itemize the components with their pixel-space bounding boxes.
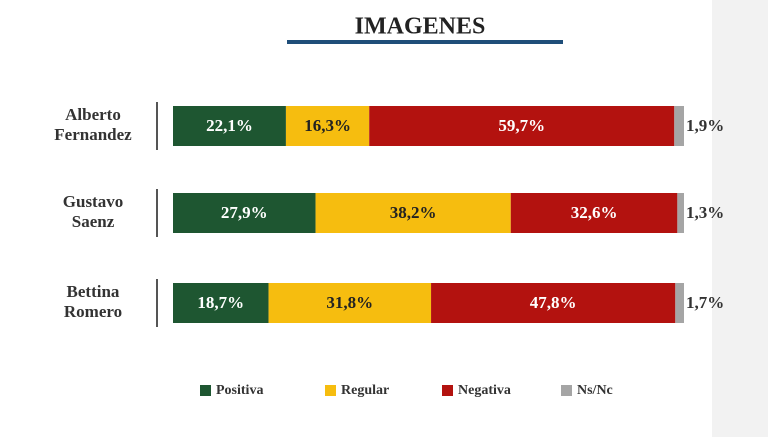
bar-segment [431, 283, 676, 323]
value-label: 1,3% [686, 203, 724, 222]
value-label: 59,7% [498, 116, 545, 135]
bar-segment [173, 193, 316, 233]
legend-label: Negativa [458, 383, 511, 398]
bar-segment [510, 193, 678, 233]
category-label-line: Saenz [72, 212, 115, 231]
legend-swatch [325, 385, 336, 396]
category-label-line: Gustavo [63, 192, 123, 211]
value-label: 38,2% [390, 203, 437, 222]
title-underline [287, 40, 563, 44]
category-label: Bettina Romero [64, 282, 122, 321]
bar-segment [173, 106, 286, 146]
category-label: Alberto Fernandez [54, 105, 132, 144]
chart-title: IMAGENES [355, 14, 486, 40]
legend-swatch [561, 385, 572, 396]
bar-segment [677, 193, 684, 233]
bar-segment [285, 106, 370, 146]
legend-swatch [442, 385, 453, 396]
value-label: 31,8% [326, 293, 373, 312]
legend-label: Positiva [216, 383, 263, 398]
category-label-line: Fernandez [54, 125, 132, 144]
value-label: 1,7% [686, 293, 724, 312]
value-label: 18,7% [197, 293, 244, 312]
value-label: 32,6% [571, 203, 618, 222]
bar-segment [674, 106, 684, 146]
value-label: 1,9% [686, 116, 724, 135]
value-label: 27,9% [221, 203, 268, 222]
legend-label: Regular [341, 383, 389, 398]
category-label-line: Alberto [65, 105, 121, 124]
value-label: 22,1% [206, 116, 253, 135]
legend-swatch [200, 385, 211, 396]
value-label: 16,3% [304, 116, 351, 135]
value-label: 47,8% [530, 293, 577, 312]
bar-segment [369, 106, 675, 146]
legend-label: Ns/Nc [577, 383, 613, 398]
category-label-line: Bettina [67, 282, 120, 301]
bar-segment [315, 193, 511, 233]
category-label-line: Romero [64, 302, 122, 321]
side-panel [712, 0, 768, 437]
bar-segment [268, 283, 432, 323]
category-label: Gustavo Saenz [63, 192, 123, 231]
bar-segment [173, 283, 269, 323]
bar-segment [675, 283, 684, 323]
